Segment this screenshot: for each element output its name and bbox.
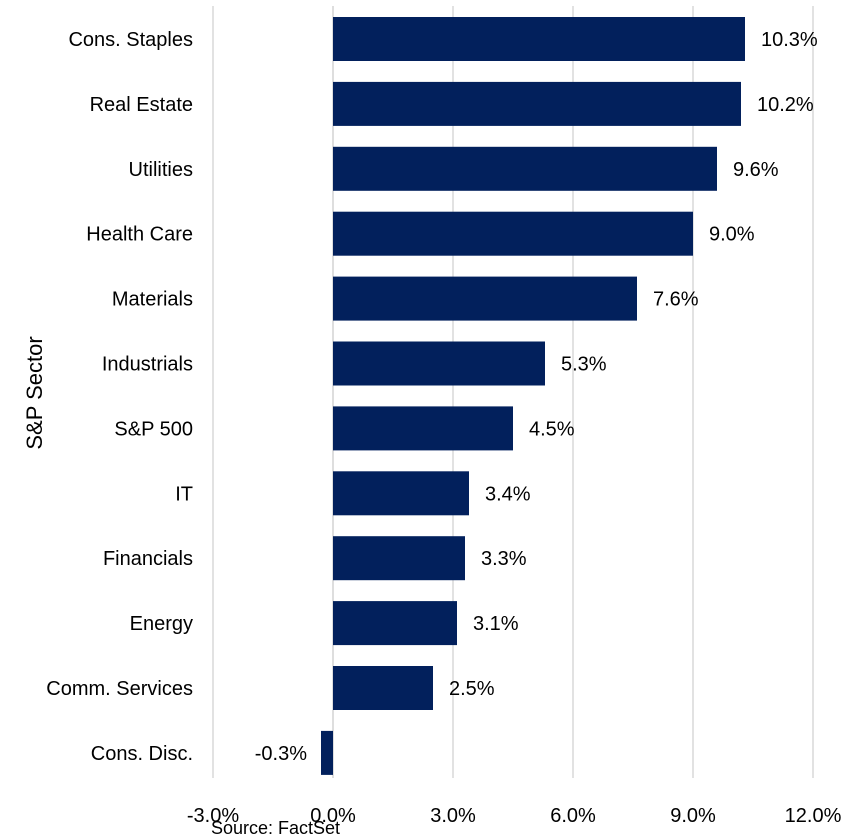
bar [321, 730, 333, 775]
bar [333, 601, 457, 646]
bar [333, 536, 465, 581]
y-axis-title: S&P Sector [22, 336, 47, 449]
x-tick-label: 3.0% [430, 805, 476, 827]
category-label: Materials [112, 289, 193, 311]
bar [333, 341, 545, 386]
data-label: 7.6% [653, 289, 699, 311]
category-label: Cons. Staples [68, 29, 193, 51]
category-label: S&P 500 [114, 418, 193, 440]
bar [333, 406, 513, 451]
x-tick-label: 6.0% [550, 805, 596, 827]
data-label: 5.3% [561, 354, 607, 376]
x-tick-label: 0.0% [310, 805, 356, 827]
data-label: 4.5% [529, 418, 575, 440]
bars [321, 17, 745, 775]
bar [333, 17, 745, 61]
labels: -3.0% 0.0% 3.0% 6.0% 9.0% 12.0% Cons. Staples 1… [46, 29, 841, 827]
data-label: -0.3% [255, 743, 307, 765]
bar [333, 666, 433, 710]
category-label: IT [175, 483, 193, 505]
bar [333, 146, 717, 191]
bar [333, 471, 469, 516]
data-label: 10.3% [761, 29, 818, 51]
x-tick-label: 9.0% [670, 805, 716, 827]
bar [333, 81, 741, 126]
data-label: 10.2% [757, 94, 814, 116]
bar [333, 276, 637, 321]
data-label: 3.3% [481, 548, 527, 570]
category-label: Cons. Disc. [91, 743, 193, 765]
category-label: Energy [130, 613, 193, 635]
data-label: 9.6% [733, 159, 779, 181]
gridlines [212, 6, 814, 778]
category-label: Utilities [129, 159, 193, 181]
category-label: Industrials [102, 354, 193, 376]
category-label: Financials [103, 548, 193, 570]
data-label: 2.5% [449, 678, 495, 700]
category-label: Real Estate [90, 94, 193, 116]
data-label: 3.4% [485, 483, 531, 505]
x-tick-label: 12.0% [785, 805, 842, 827]
category-label: Comm. Services [46, 678, 193, 700]
x-tick-label: -3.0% [187, 805, 239, 827]
category-label: Health Care [86, 224, 193, 246]
source-note: Source: FactSet [211, 818, 340, 838]
data-label: 3.1% [473, 613, 519, 635]
data-label: 9.0% [709, 224, 755, 246]
bar [333, 211, 693, 256]
